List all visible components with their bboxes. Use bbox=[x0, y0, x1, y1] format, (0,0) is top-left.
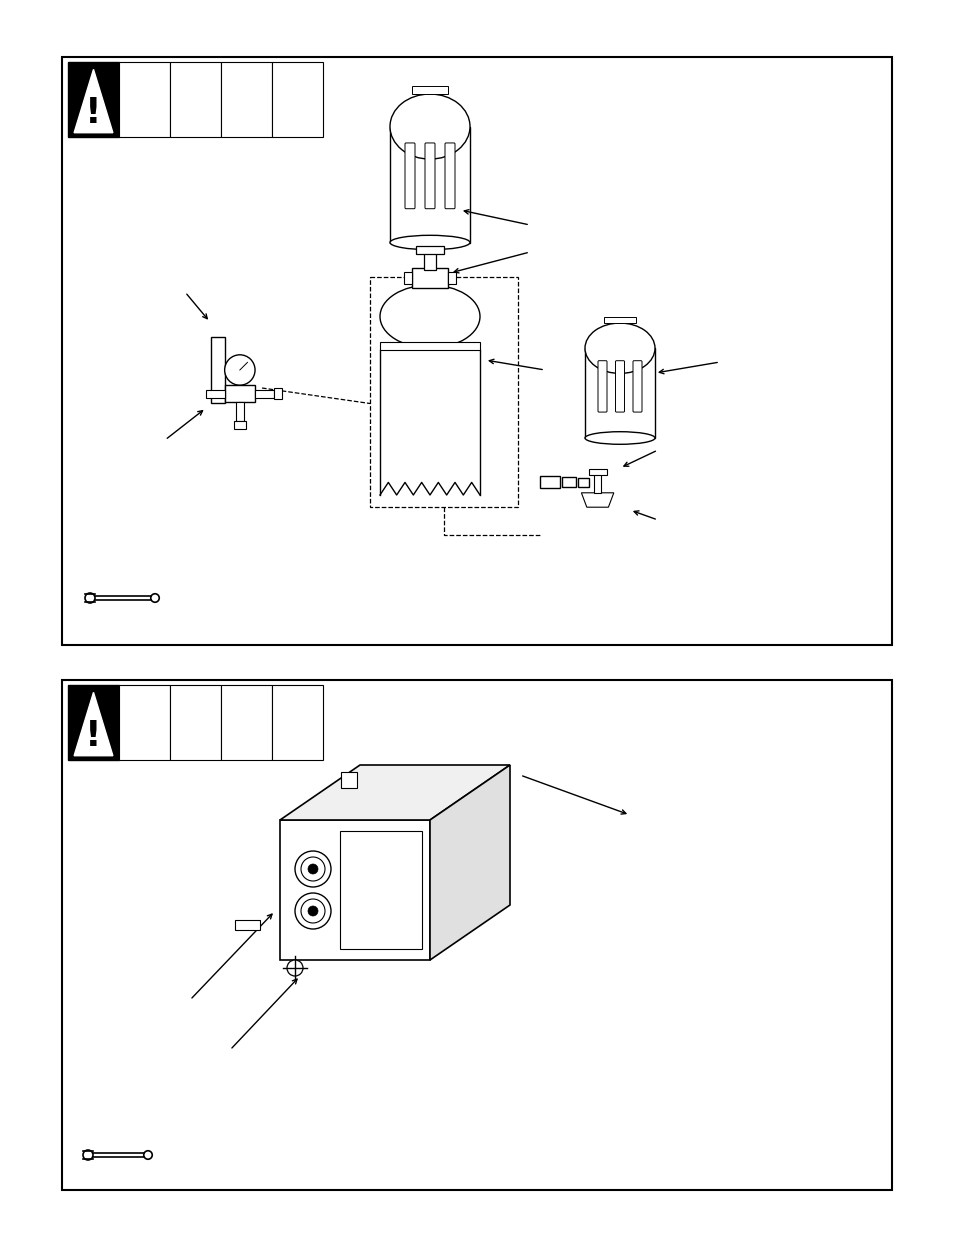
Ellipse shape bbox=[379, 285, 479, 348]
Bar bbox=[235, 403, 243, 421]
Bar bbox=[423, 249, 436, 270]
Bar bbox=[224, 385, 254, 403]
Polygon shape bbox=[580, 493, 613, 508]
Bar bbox=[212, 337, 224, 404]
Bar bbox=[68, 62, 119, 137]
Bar bbox=[412, 86, 448, 94]
FancyBboxPatch shape bbox=[598, 361, 606, 412]
Bar bbox=[62, 680, 891, 1191]
Circle shape bbox=[294, 893, 331, 929]
Bar bbox=[379, 342, 479, 350]
Bar bbox=[339, 831, 421, 948]
Bar bbox=[254, 390, 274, 398]
Bar bbox=[403, 272, 412, 284]
Bar bbox=[340, 772, 356, 788]
Ellipse shape bbox=[584, 432, 655, 445]
Circle shape bbox=[287, 960, 303, 976]
Circle shape bbox=[308, 864, 317, 874]
Circle shape bbox=[144, 1151, 152, 1160]
Bar bbox=[412, 268, 448, 288]
Circle shape bbox=[83, 1150, 92, 1160]
Bar bbox=[594, 472, 600, 493]
Polygon shape bbox=[74, 69, 112, 132]
Bar bbox=[390, 126, 470, 242]
Bar bbox=[206, 390, 224, 398]
Bar bbox=[119, 685, 170, 760]
Bar bbox=[415, 273, 444, 285]
Circle shape bbox=[151, 594, 159, 603]
Bar bbox=[234, 920, 260, 930]
FancyBboxPatch shape bbox=[615, 361, 624, 412]
Circle shape bbox=[85, 593, 95, 603]
Bar bbox=[274, 389, 281, 399]
Circle shape bbox=[224, 354, 254, 385]
Ellipse shape bbox=[390, 94, 470, 159]
Circle shape bbox=[308, 906, 317, 916]
Text: !: ! bbox=[85, 96, 102, 130]
Bar bbox=[170, 62, 221, 137]
Bar bbox=[584, 348, 655, 438]
FancyBboxPatch shape bbox=[405, 143, 415, 209]
Bar bbox=[280, 820, 430, 960]
Bar bbox=[233, 421, 246, 429]
Bar bbox=[448, 272, 456, 284]
FancyBboxPatch shape bbox=[424, 143, 435, 209]
Ellipse shape bbox=[584, 324, 655, 373]
Bar bbox=[578, 478, 588, 487]
Bar bbox=[68, 685, 119, 760]
Ellipse shape bbox=[390, 236, 470, 249]
Bar bbox=[416, 246, 443, 254]
Bar bbox=[272, 62, 323, 137]
Polygon shape bbox=[280, 764, 510, 820]
Text: !: ! bbox=[85, 719, 102, 753]
Circle shape bbox=[301, 899, 325, 923]
Bar bbox=[539, 475, 559, 488]
FancyBboxPatch shape bbox=[444, 143, 455, 209]
Bar bbox=[170, 685, 221, 760]
Bar bbox=[588, 469, 606, 474]
Polygon shape bbox=[74, 693, 112, 756]
Bar bbox=[603, 317, 635, 324]
Bar bbox=[221, 685, 272, 760]
Bar bbox=[221, 62, 272, 137]
Bar bbox=[561, 477, 576, 488]
FancyBboxPatch shape bbox=[633, 361, 641, 412]
Polygon shape bbox=[430, 764, 510, 960]
Bar bbox=[370, 277, 517, 508]
Circle shape bbox=[294, 851, 331, 887]
Bar bbox=[119, 62, 170, 137]
Circle shape bbox=[301, 857, 325, 881]
Bar bbox=[62, 57, 891, 645]
Bar bbox=[272, 685, 323, 760]
